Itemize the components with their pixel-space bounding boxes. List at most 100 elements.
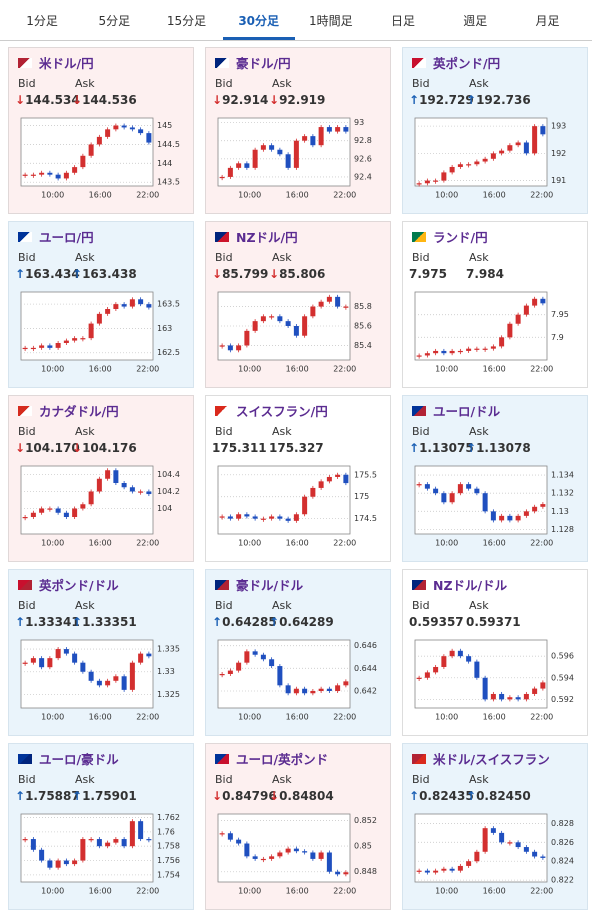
candle xyxy=(113,839,119,843)
candle xyxy=(219,516,225,518)
ask-arrow: ↓ xyxy=(269,267,280,281)
rate-panel[interactable]: ユーロ/豪ドル Bid Ask ↑1.75887 ↑1.75901 1.754 1.756 1… xyxy=(8,743,194,910)
candle xyxy=(30,839,36,850)
flag xyxy=(18,232,32,242)
tab[interactable]: 月足 xyxy=(535,14,560,28)
candle xyxy=(507,323,513,338)
y-tick-label: 85.6 xyxy=(354,322,372,331)
mini-chart: 0.848 0.85 0.852 10:00 16:00 22:00 xyxy=(217,813,377,896)
rate-panel[interactable]: 豪ドル/円 Bid Ask ↓92.914 ↓92.919 92.4 92.6 92.8 93 1… xyxy=(205,47,391,214)
candle xyxy=(80,155,86,168)
candle xyxy=(433,180,439,182)
rate-panel[interactable]: ユーロ/英ポンド Bid Ask ↓0.84796 ↓0.84804 0.848 0.85 0… xyxy=(205,743,391,910)
tab[interactable]: 1時間足 xyxy=(309,14,353,28)
bid-label: Bid xyxy=(215,77,233,90)
candle xyxy=(335,871,341,875)
x-tick-label: 16:00 xyxy=(89,713,112,722)
flag xyxy=(18,58,32,68)
mini-chart: 1.754 1.756 1.758 1.76 1.762 10:00 16:00 22:00 xyxy=(20,813,180,896)
candle xyxy=(285,321,291,326)
candle xyxy=(335,127,341,132)
candle xyxy=(260,316,266,322)
candle xyxy=(72,167,78,173)
candle xyxy=(474,488,480,494)
candle xyxy=(55,174,61,179)
ask-value: ↑0.64289 xyxy=(269,615,334,629)
rate-panel[interactable]: 米ドル/スイスフラン Bid Ask ↑0.82435 ↑0.82450 0.822 0.8… xyxy=(402,743,588,910)
bid-number: 85.799 xyxy=(222,267,269,281)
candle xyxy=(269,145,275,150)
candle xyxy=(138,129,144,134)
candle xyxy=(80,662,86,672)
bid-label: Bid xyxy=(18,599,36,612)
candle xyxy=(326,296,332,302)
candle xyxy=(129,299,135,307)
ask-value: ↑1.33351 xyxy=(72,615,137,629)
candle xyxy=(499,832,505,843)
ask-value: ↓104.176 xyxy=(72,441,137,455)
candle xyxy=(523,847,529,852)
bid-number: 1.13075 xyxy=(419,441,474,455)
ask-value: ↓92.919 xyxy=(269,93,325,107)
pair-title: スイスフラン/円 xyxy=(236,404,328,419)
rate-panel[interactable]: 英ポンド/円 Bid Ask ↑192.729 ↑192.736 191 192 193 10:… xyxy=(402,47,588,214)
candle xyxy=(138,299,144,305)
rate-panel[interactable]: NZドル/ドル Bid Ask 0.59357 0.59371 0.592 0.594 0.5… xyxy=(402,569,588,736)
candle xyxy=(105,842,111,847)
candle xyxy=(424,180,430,184)
candle xyxy=(515,314,521,324)
candle xyxy=(293,326,299,336)
tab[interactable]: 日足 xyxy=(391,14,416,28)
x-tick-label: 16:00 xyxy=(286,539,309,548)
candle xyxy=(416,183,422,185)
ask-label: Ask xyxy=(75,599,95,612)
bid-label: Bid xyxy=(215,251,233,264)
candle xyxy=(499,693,505,700)
rate-panel[interactable]: ランド/円 Bid Ask 7.975 7.984 7.9 7.95 10:00 16:00 22… xyxy=(402,221,588,388)
candle xyxy=(146,304,152,308)
rate-panel[interactable]: カナダドル/円 Bid Ask ↓104.170 ↓104.176 104 104.2 104… xyxy=(8,395,194,562)
pair-title: 米ドル/スイスフラン xyxy=(433,752,550,767)
tab[interactable]: 5分足 xyxy=(98,14,131,28)
plot-area xyxy=(217,639,351,709)
candle xyxy=(121,483,127,488)
y-tick-label: 85.4 xyxy=(354,341,372,350)
x-tick-label: 22:00 xyxy=(333,365,356,374)
rate-panel[interactable]: 米ドル/円 Bid Ask ↓144.534 ↓144.536 143.5 144 144.5… xyxy=(8,47,194,214)
x-tick-label: 22:00 xyxy=(136,365,159,374)
rate-panel[interactable]: ユーロ/円 Bid Ask ↑163.434 ↑163.438 162.5 163 163.5… xyxy=(8,221,194,388)
candle xyxy=(252,651,258,655)
tab[interactable]: 1分足 xyxy=(26,14,58,28)
candle xyxy=(310,852,316,859)
rate-panel[interactable]: 英ポンド/ドル Bid Ask ↑1.33341 ↑1.33351 1.325 1.33 1.… xyxy=(8,569,194,736)
bid-label: Bid xyxy=(215,425,233,438)
candle xyxy=(335,685,341,691)
x-tick-label: 10:00 xyxy=(238,887,261,896)
rate-panel[interactable]: 豪ドル/ドル Bid Ask ↑0.64285 ↑0.64289 0.642 0.644 0.… xyxy=(205,569,391,736)
tab[interactable]: 15分足 xyxy=(166,14,207,28)
candle xyxy=(219,674,225,676)
pair-title: NZドル/ドル xyxy=(433,578,508,593)
y-tick-label: 1.13 xyxy=(551,507,569,516)
tab[interactable]: 30分足 xyxy=(222,0,295,40)
candle xyxy=(532,688,538,694)
x-tick-label: 10:00 xyxy=(41,191,64,200)
candle xyxy=(113,304,119,309)
tab[interactable]: 週足 xyxy=(463,14,488,28)
rate-panel[interactable]: NZドル/円 Bid Ask ↓85.799 ↓85.806 85.4 85.6 85.8 10… xyxy=(205,221,391,388)
candle xyxy=(129,127,135,130)
y-tick-label: 191 xyxy=(551,176,566,185)
candle xyxy=(236,662,242,671)
x-tick-label: 16:00 xyxy=(286,191,309,200)
rate-panel[interactable]: スイスフラン/円 Bid Ask 175.311 175.327 174.5 175 175.… xyxy=(205,395,391,562)
candle xyxy=(441,656,447,667)
candle xyxy=(433,870,439,873)
rate-panel[interactable]: ユーロ/ドル Bid Ask ↑1.13075 ↑1.13078 1.128 1.13 1.1… xyxy=(402,395,588,562)
pair-title: ユーロ/英ポンド xyxy=(236,752,329,767)
mini-chart: 85.4 85.6 85.8 10:00 16:00 22:00 xyxy=(217,291,372,374)
candle xyxy=(293,688,299,694)
mini-chart: 162.5 163 163.5 10:00 16:00 22:00 xyxy=(20,291,180,374)
ask-number: 0.59371 xyxy=(466,615,521,629)
pair-title: 米ドル/円 xyxy=(39,56,94,71)
